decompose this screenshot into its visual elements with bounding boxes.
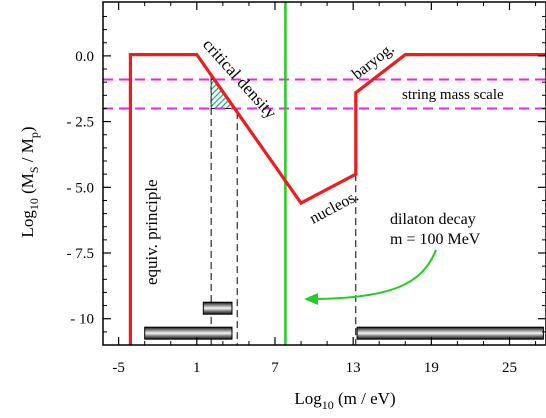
y-tick-labels: 0.0 - 2.5 - 5.0 - 7.5 - 10 bbox=[67, 49, 95, 328]
x-tick-label: 19 bbox=[424, 360, 439, 376]
x-tick-label: 7 bbox=[271, 360, 279, 376]
x-tick-label: 13 bbox=[346, 360, 361, 376]
dilaton-arrow bbox=[314, 249, 437, 300]
x-tick-labels: -5 1 7 13 19 25 bbox=[112, 360, 517, 376]
y-tick-label: - 5.0 bbox=[67, 180, 95, 196]
dilaton-decay-label: dilaton decay bbox=[390, 211, 476, 228]
y-tick-label: - 10 bbox=[70, 312, 94, 328]
plot-body bbox=[103, 2, 546, 345]
equiv-principle-label: equiv. principle bbox=[142, 179, 161, 285]
x-axis-label: Log10 (m / eV) bbox=[294, 389, 395, 412]
nucleos-label: nucleos. bbox=[307, 188, 362, 228]
axis-ticks bbox=[103, 2, 546, 346]
string-mass-scale-label: string mass scale bbox=[402, 87, 504, 103]
string-scale-lines bbox=[103, 78, 546, 110]
bound-curve bbox=[128, 53, 546, 345]
exclusion-bars bbox=[144, 301, 544, 340]
baryog-label: baryog. bbox=[349, 40, 398, 83]
exclusion-bar bbox=[356, 326, 544, 340]
bound-line bbox=[128, 53, 546, 345]
x-tick-label: 1 bbox=[193, 360, 201, 376]
y-tick-label: - 7.5 bbox=[67, 246, 95, 262]
y-tick-label: - 2.5 bbox=[67, 115, 95, 131]
plot-frame bbox=[102, 1, 546, 346]
y-axis-label: Log10 (MS / Mp) bbox=[18, 126, 41, 237]
dilaton-arrowhead bbox=[304, 293, 318, 305]
dashed-guides bbox=[210, 74, 357, 345]
x-tick-label: -5 bbox=[112, 360, 125, 376]
x-tick-label: 25 bbox=[502, 360, 517, 376]
exclusion-bar bbox=[144, 326, 233, 340]
dilaton-mass-label: m = 100 MeV bbox=[390, 231, 481, 248]
exclusion-bar bbox=[202, 301, 233, 315]
y-tick-label: 0.0 bbox=[75, 49, 94, 65]
